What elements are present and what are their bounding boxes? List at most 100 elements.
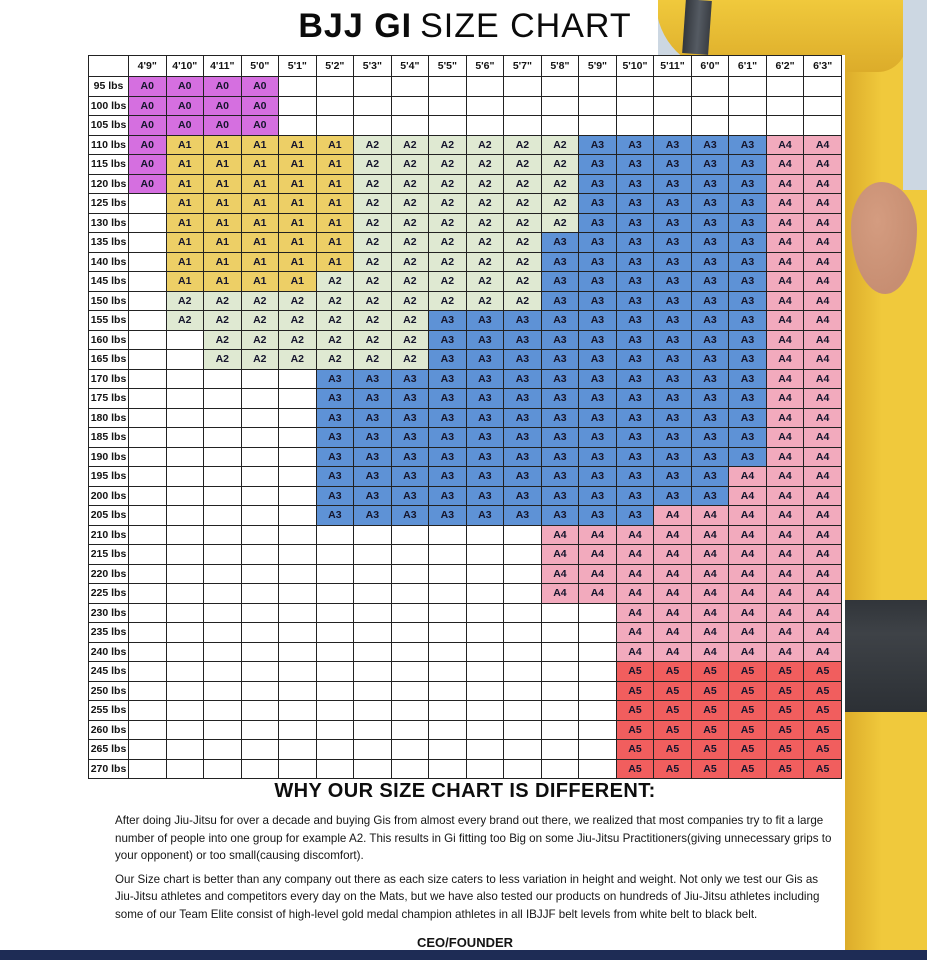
size-cell-a2: A2 xyxy=(353,193,392,214)
size-cell-a3: A3 xyxy=(503,485,542,506)
size-cell-a4: A4 xyxy=(728,563,767,584)
size-cell-a4: A4 xyxy=(615,622,655,643)
title-band xyxy=(0,0,658,55)
size-cell-a3: A3 xyxy=(690,251,730,272)
size-cell-a3: A3 xyxy=(540,329,580,350)
empty-cell xyxy=(428,700,467,721)
size-cell-a2: A2 xyxy=(428,271,467,292)
empty-cell xyxy=(128,563,167,584)
empty-cell xyxy=(503,680,542,701)
height-column-header: 6'0" xyxy=(690,55,730,77)
empty-cell xyxy=(353,583,392,604)
size-cell-a4: A4 xyxy=(803,446,842,467)
size-cell-a3: A3 xyxy=(690,154,730,175)
size-cell-a3: A3 xyxy=(503,310,542,331)
empty-cell xyxy=(128,407,167,428)
size-cell-a4: A4 xyxy=(578,524,617,545)
size-cell-a4: A4 xyxy=(765,368,805,389)
size-cell-a2: A2 xyxy=(465,212,505,233)
size-cell-a2: A2 xyxy=(390,349,430,370)
size-cell-a3: A3 xyxy=(353,505,392,526)
empty-cell xyxy=(128,388,167,409)
empty-cell xyxy=(353,524,392,545)
empty-cell xyxy=(315,95,355,116)
empty-cell xyxy=(728,76,767,97)
size-cell-a3: A3 xyxy=(653,173,692,194)
size-cell-a3: A3 xyxy=(615,193,655,214)
size-cell-a5: A5 xyxy=(690,739,730,760)
size-cell-a2: A2 xyxy=(390,329,430,350)
size-cell-a0: A0 xyxy=(128,134,167,155)
empty-cell xyxy=(203,719,242,740)
height-column-header: 5'9" xyxy=(578,55,617,77)
size-cell-a4: A4 xyxy=(728,466,767,487)
size-cell-a0: A0 xyxy=(128,95,167,116)
weight-row-header: 115 lbs xyxy=(88,154,129,175)
height-column-header: 4'9" xyxy=(128,55,167,77)
empty-cell xyxy=(203,563,242,584)
size-cell-a3: A3 xyxy=(578,329,617,350)
empty-cell xyxy=(240,680,280,701)
empty-cell xyxy=(540,700,580,721)
size-cell-a4: A4 xyxy=(728,641,767,662)
empty-cell xyxy=(203,427,242,448)
size-cell-a3: A3 xyxy=(653,388,692,409)
size-cell-a1: A1 xyxy=(240,134,280,155)
empty-cell xyxy=(803,95,842,116)
size-cell-a3: A3 xyxy=(653,368,692,389)
size-cell-a3: A3 xyxy=(315,505,355,526)
empty-cell xyxy=(128,661,167,682)
size-cell-a4: A4 xyxy=(765,251,805,272)
size-cell-a2: A2 xyxy=(278,310,317,331)
size-cell-a3: A3 xyxy=(653,193,692,214)
size-cell-a3: A3 xyxy=(540,505,580,526)
empty-cell xyxy=(728,115,767,136)
empty-cell xyxy=(615,95,655,116)
size-cell-a4: A4 xyxy=(653,505,692,526)
size-cell-a4: A4 xyxy=(653,524,692,545)
page-title-bold: BJJ GI xyxy=(298,7,413,45)
size-cell-a2: A2 xyxy=(465,193,505,214)
empty-cell xyxy=(578,602,617,623)
size-cell-a2: A2 xyxy=(203,349,242,370)
empty-cell xyxy=(128,485,167,506)
size-cell-a0: A0 xyxy=(128,173,167,194)
size-cell-a3: A3 xyxy=(578,271,617,292)
empty-cell xyxy=(240,427,280,448)
empty-cell xyxy=(278,622,317,643)
size-cell-a4: A4 xyxy=(765,212,805,233)
empty-cell xyxy=(653,115,692,136)
size-cell-a2: A2 xyxy=(203,290,242,311)
empty-cell xyxy=(165,329,205,350)
size-cell-a3: A3 xyxy=(428,329,467,350)
size-cell-a2: A2 xyxy=(240,290,280,311)
size-cell-a3: A3 xyxy=(728,232,767,253)
size-cell-a3: A3 xyxy=(465,466,505,487)
empty-cell xyxy=(315,563,355,584)
size-cell-a3: A3 xyxy=(615,232,655,253)
size-cell-a4: A4 xyxy=(765,290,805,311)
size-cell-a4: A4 xyxy=(540,524,580,545)
size-cell-a3: A3 xyxy=(428,349,467,370)
size-cell-a3: A3 xyxy=(578,505,617,526)
size-cell-a2: A2 xyxy=(503,154,542,175)
empty-cell xyxy=(465,583,505,604)
weight-row-header: 255 lbs xyxy=(88,700,129,721)
size-cell-a5: A5 xyxy=(765,700,805,721)
empty-cell xyxy=(578,622,617,643)
size-cell-a4: A4 xyxy=(690,505,730,526)
size-cell-a3: A3 xyxy=(428,388,467,409)
empty-cell xyxy=(278,76,317,97)
empty-cell xyxy=(353,719,392,740)
size-cell-a3: A3 xyxy=(353,446,392,467)
empty-cell xyxy=(390,739,430,760)
size-cell-a4: A4 xyxy=(803,388,842,409)
empty-cell xyxy=(390,544,430,565)
empty-cell xyxy=(390,641,430,662)
weight-row-header: 235 lbs xyxy=(88,622,129,643)
empty-cell xyxy=(428,622,467,643)
height-column-header: 5'11" xyxy=(653,55,692,77)
weight-row-header: 170 lbs xyxy=(88,368,129,389)
size-cell-a3: A3 xyxy=(540,290,580,311)
weight-row-header: 135 lbs xyxy=(88,232,129,253)
